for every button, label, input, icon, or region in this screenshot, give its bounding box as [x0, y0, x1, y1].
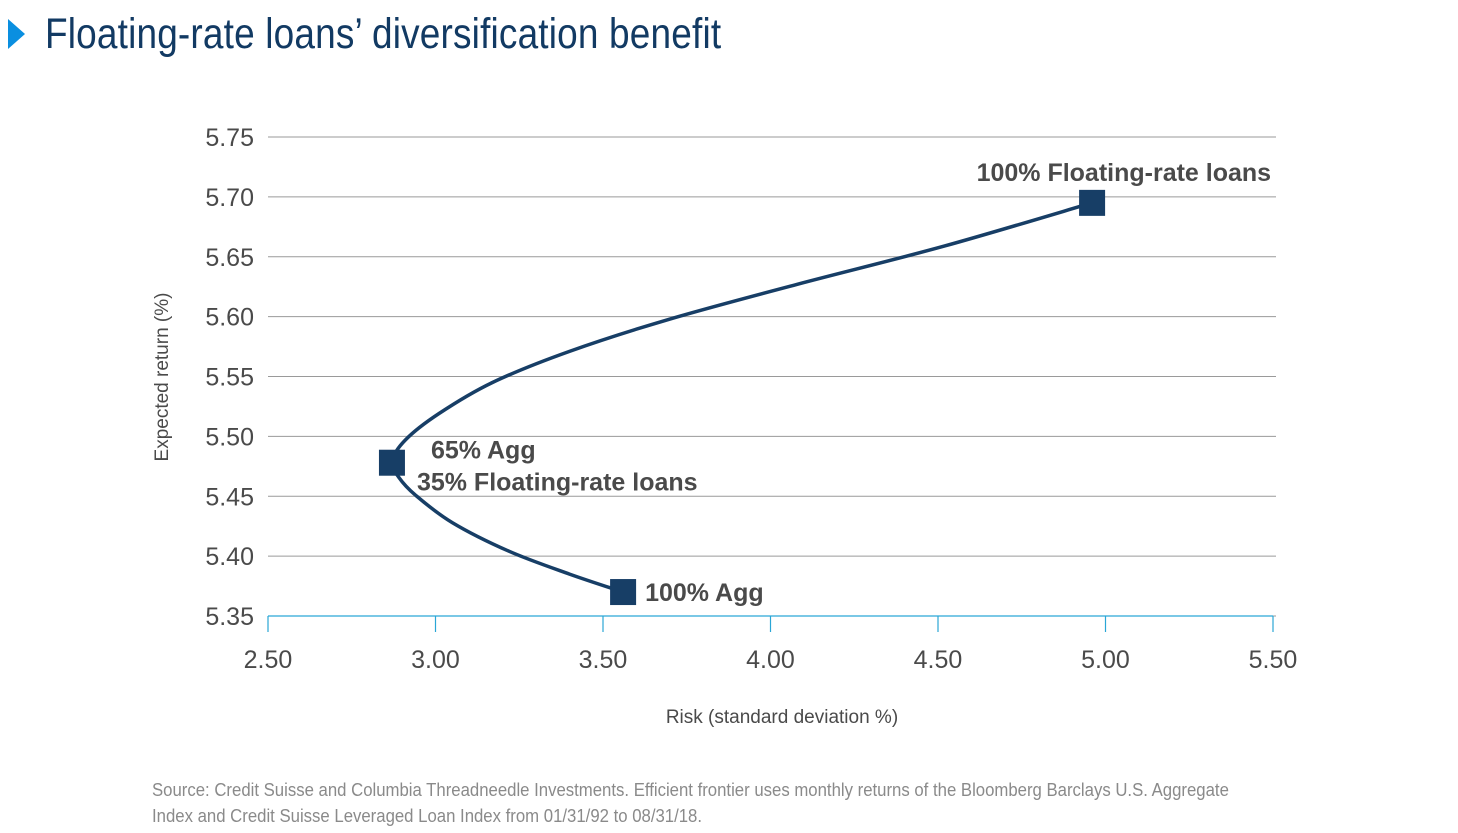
x-tick-label: 4.00 — [746, 646, 795, 674]
x-tick-label: 3.00 — [411, 646, 460, 674]
x-tick-label: 4.50 — [914, 646, 963, 674]
y-axis-label: Expected return (%) — [152, 293, 173, 462]
x-axis — [267, 615, 1274, 632]
point-markers — [378, 189, 1106, 606]
source-note: Source: Credit Suisse and Columbia Threa… — [152, 777, 1342, 829]
y-tick-label: 5.75 — [205, 124, 254, 152]
y-tick-label: 5.70 — [205, 184, 254, 212]
gridlines — [268, 136, 1276, 617]
y-tick-label: 5.50 — [205, 423, 254, 451]
title-arrow-icon — [8, 19, 25, 49]
point-labels: 100% Agg 65% Agg 35% Floating-rate loans 10… — [417, 159, 1271, 607]
y-tick-label: 5.60 — [205, 304, 254, 332]
chart-title: Floating-rate loans’ diversification ben… — [45, 9, 722, 58]
point-label: 100% Agg — [645, 579, 764, 607]
x-tick-label: 5.50 — [1249, 646, 1298, 674]
efficient-frontier-line — [390, 201, 1093, 594]
point-marker — [610, 579, 637, 606]
x-axis-tick-labels: 2.50 3.00 3.50 4.00 4.50 5.00 5.50 — [244, 646, 1298, 674]
x-tick-label: 5.00 — [1081, 646, 1130, 674]
chart-area: 5.75 5.70 5.65 5.60 5.55 5.50 5.45 5.40 5.35 2.5… — [152, 124, 1298, 728]
point-label-line2: 35% Floating-rate loans — [417, 469, 698, 497]
y-tick-label: 5.65 — [205, 244, 254, 272]
source-line-2: Index and Credit Suisse Leveraged Loan I… — [152, 806, 703, 826]
x-tick-label: 3.50 — [579, 646, 628, 674]
source-line-1: Source: Credit Suisse and Columbia Threa… — [152, 780, 1229, 800]
point-marker — [1079, 189, 1106, 216]
y-tick-label: 5.55 — [205, 364, 254, 392]
y-tick-label: 5.40 — [205, 543, 254, 571]
point-label: 100% Floating-rate loans — [977, 159, 1272, 187]
point-label: 65% Agg — [431, 437, 536, 465]
y-tick-label: 5.45 — [205, 483, 254, 511]
x-axis-label: Risk (standard deviation %) — [666, 707, 898, 728]
y-axis-tick-labels: 5.75 5.70 5.65 5.60 5.55 5.50 5.45 5.40 5.35 — [205, 124, 254, 631]
title-block: Floating-rate loans’ diversification ben… — [8, 6, 831, 62]
y-tick-label: 5.35 — [205, 603, 254, 631]
x-tick-label: 2.50 — [244, 646, 293, 674]
point-marker — [378, 449, 405, 476]
